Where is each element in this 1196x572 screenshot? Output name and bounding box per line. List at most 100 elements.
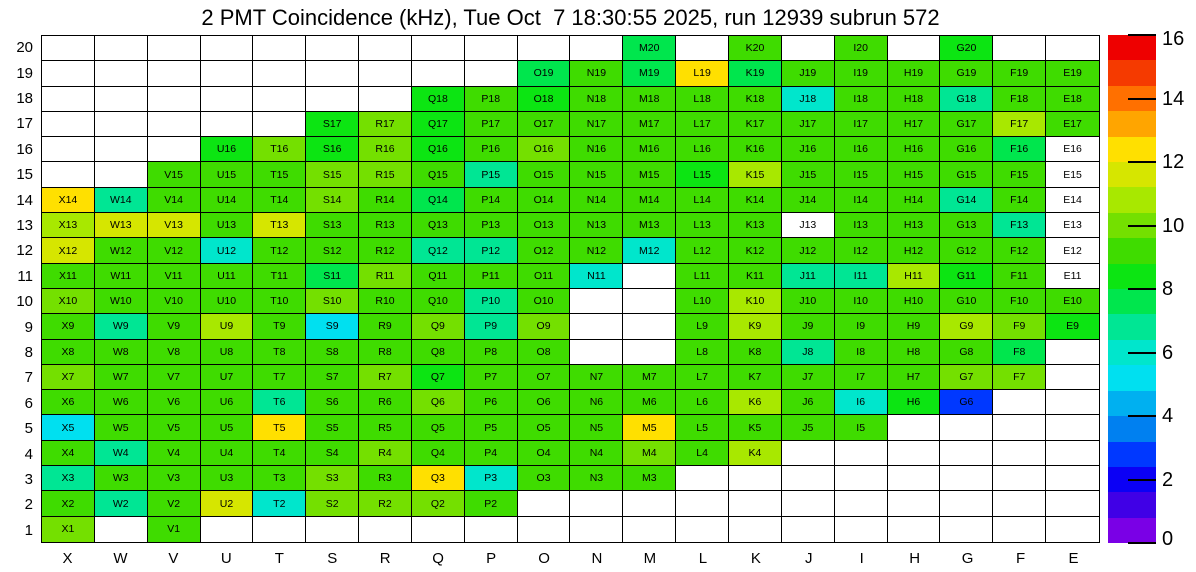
- cell-X4: X4: [42, 440, 95, 467]
- cell-N18: N18: [570, 86, 624, 112]
- cell-O3: O3: [517, 466, 571, 492]
- cell-empty-E7: [1046, 364, 1099, 391]
- y-axis-label-5: 5: [24, 420, 33, 438]
- cell-Q15: Q15: [411, 162, 465, 188]
- cell-P16: P16: [464, 137, 518, 163]
- x-axis-label-P: P: [486, 549, 497, 567]
- cell-G17: G17: [940, 111, 994, 138]
- cell-empty-L1: [676, 516, 730, 542]
- cell-empty-T1: [253, 516, 307, 542]
- colorbar-band: [1108, 289, 1156, 315]
- cell-H7: H7: [887, 364, 941, 391]
- cell-F19: F19: [993, 61, 1047, 87]
- cell-V2: V2: [147, 491, 201, 517]
- cell-N11: N11: [570, 263, 624, 289]
- cell-X3: X3: [42, 466, 95, 492]
- cell-J19: J19: [781, 61, 835, 87]
- cell-I8: I8: [834, 339, 888, 365]
- cell-X6: X6: [42, 390, 95, 416]
- y-axis-label-4: 4: [24, 445, 33, 463]
- cell-empty-E8: [1046, 339, 1099, 365]
- cell-L10: L10: [676, 288, 730, 315]
- cell-empty-T20: [253, 36, 307, 62]
- colorbar-tick: [1128, 478, 1156, 481]
- cell-V14: V14: [147, 187, 201, 214]
- cell-Q5: Q5: [411, 415, 465, 441]
- cell-empty-V16: [147, 137, 201, 163]
- cell-O14: O14: [517, 187, 571, 214]
- cell-K4: K4: [729, 440, 782, 467]
- cell-H12: H12: [887, 238, 941, 264]
- cell-R16: R16: [359, 137, 412, 163]
- cell-empty-M2: [623, 491, 677, 517]
- cell-empty-L2: [676, 491, 730, 517]
- cell-P18: P18: [464, 86, 518, 112]
- cell-T8: T8: [253, 339, 307, 365]
- cell-empty-U19: [200, 61, 254, 87]
- cell-empty-E5: [1046, 415, 1099, 441]
- cell-empty-E6: [1046, 390, 1099, 416]
- cell-L19: L19: [676, 61, 730, 87]
- cell-R9: R9: [359, 314, 412, 340]
- cell-H19: H19: [887, 61, 941, 87]
- cell-empty-F6: [993, 390, 1047, 416]
- y-axis-label-19: 19: [16, 64, 33, 82]
- cell-empty-W19: [94, 61, 148, 87]
- cell-K17: K17: [729, 111, 782, 138]
- cell-empty-H2: [887, 491, 941, 517]
- x-axis-label-O: O: [538, 549, 550, 567]
- colorbar-tick: [1128, 415, 1156, 417]
- cell-E9: E9: [1046, 314, 1099, 340]
- cell-O17: O17: [517, 111, 571, 138]
- cell-I6: I6: [834, 390, 888, 416]
- cell-V6: V6: [147, 390, 201, 416]
- x-axis-label-T: T: [274, 549, 284, 567]
- colorbar-band: [1108, 35, 1156, 61]
- cell-X14: X14: [42, 187, 95, 214]
- cell-empty-X17: [42, 111, 95, 138]
- cell-Q14: Q14: [411, 187, 465, 214]
- cell-X8: X8: [42, 339, 95, 365]
- x-axis-label-V: V: [168, 549, 179, 567]
- cell-empty-K3: [729, 466, 782, 492]
- cell-N17: N17: [570, 111, 624, 138]
- cell-M18: M18: [623, 86, 677, 112]
- cell-empty-W20: [94, 36, 148, 62]
- cell-P9: P9: [464, 314, 518, 340]
- cell-E17: E17: [1046, 111, 1099, 138]
- cell-K19: K19: [729, 61, 782, 87]
- cell-K18: K18: [729, 86, 782, 112]
- cell-G9: G9: [940, 314, 994, 340]
- cell-F10: F10: [993, 288, 1047, 315]
- colorbar-tick: [1128, 351, 1156, 354]
- x-axis-label-M: M: [643, 549, 657, 567]
- cell-X12: X12: [42, 238, 95, 264]
- cell-T13: T13: [253, 213, 307, 239]
- cell-empty-H3: [887, 466, 941, 492]
- cell-empty-R1: [359, 516, 412, 542]
- cell-F18: F18: [993, 86, 1047, 112]
- cell-empty-T18: [253, 86, 307, 112]
- cell-empty-R18: [359, 86, 412, 112]
- cell-empty-E4: [1046, 440, 1099, 467]
- cell-V4: V4: [147, 440, 201, 467]
- cell-empty-I1: [834, 516, 888, 542]
- cell-R8: R8: [359, 339, 412, 365]
- cell-I5: I5: [834, 415, 888, 441]
- cell-empty-P19: [464, 61, 518, 87]
- cell-empty-W17: [94, 111, 148, 138]
- cell-I9: I9: [834, 314, 888, 340]
- cell-E14: E14: [1046, 187, 1099, 214]
- cell-R13: R13: [359, 213, 412, 239]
- colorbar-band: [1108, 263, 1156, 290]
- cell-L13: L13: [676, 213, 730, 239]
- cell-S4: S4: [306, 440, 360, 467]
- y-axis-label-9: 9: [24, 318, 33, 336]
- cell-H8: H8: [887, 339, 941, 365]
- cell-S3: S3: [306, 466, 360, 492]
- colorbar-tick: [1128, 34, 1156, 36]
- cell-N6: N6: [570, 390, 624, 416]
- cell-J7: J7: [781, 364, 835, 391]
- cell-K6: K6: [729, 390, 782, 416]
- cell-M4: M4: [623, 440, 677, 467]
